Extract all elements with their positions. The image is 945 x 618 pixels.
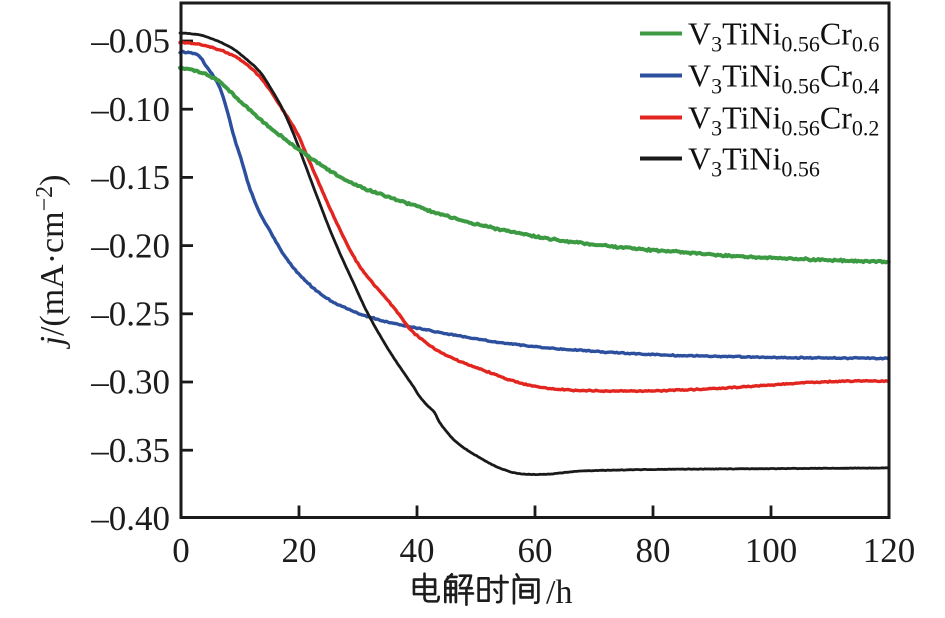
svg-text:–0.30: –0.30 xyxy=(90,363,170,402)
svg-text:40: 40 xyxy=(400,531,435,570)
svg-text:–0.40: –0.40 xyxy=(90,499,170,538)
svg-text:–0.20: –0.20 xyxy=(90,226,170,265)
svg-text:j/(mA·cm−2): j/(mA·cm−2) xyxy=(32,175,71,350)
svg-text:100: 100 xyxy=(745,531,798,570)
svg-text:60: 60 xyxy=(518,531,553,570)
svg-text:120: 120 xyxy=(863,531,916,570)
svg-text:/h: /h xyxy=(546,574,572,611)
svg-text:80: 80 xyxy=(636,531,671,570)
svg-text:–0.25: –0.25 xyxy=(90,295,170,334)
svg-text:0: 0 xyxy=(172,531,190,570)
svg-text:–0.10: –0.10 xyxy=(90,90,170,129)
svg-text:–0.15: –0.15 xyxy=(90,158,170,197)
svg-text:–0.35: –0.35 xyxy=(90,431,170,470)
svg-text:–0.05: –0.05 xyxy=(90,22,170,61)
svg-text:20: 20 xyxy=(282,531,317,570)
